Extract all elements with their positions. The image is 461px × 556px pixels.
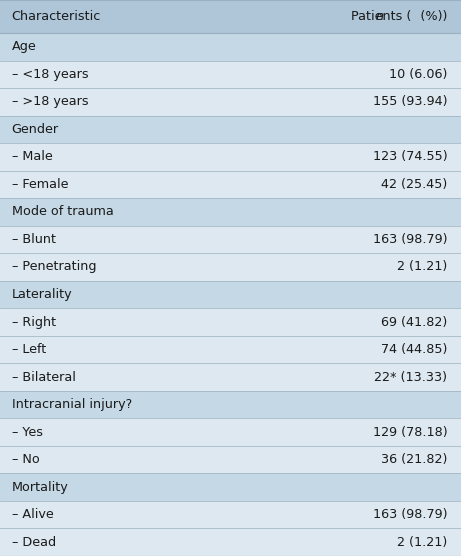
Text: Gender: Gender: [12, 123, 59, 136]
Text: 123 (74.55): 123 (74.55): [372, 150, 447, 163]
Text: – Yes: – Yes: [12, 426, 42, 439]
Bar: [0, 336, 461, 363]
Text: – >18 years: – >18 years: [12, 95, 88, 108]
Text: – Right: – Right: [12, 316, 56, 329]
Text: 155 (93.94): 155 (93.94): [372, 95, 447, 108]
Text: – Dead: – Dead: [12, 536, 56, 549]
Text: Age: Age: [12, 40, 36, 53]
Text: – No: – No: [12, 453, 39, 466]
Text: Intracranial injury?: Intracranial injury?: [12, 398, 132, 411]
Bar: [0, 253, 461, 281]
Text: – Bilateral: – Bilateral: [12, 371, 76, 384]
Text: – Alive: – Alive: [12, 508, 53, 521]
Bar: [0, 143, 461, 171]
Text: 129 (78.18): 129 (78.18): [372, 426, 447, 439]
Text: – Blunt: – Blunt: [12, 233, 55, 246]
Text: 2 (1.21): 2 (1.21): [397, 261, 447, 274]
Bar: [0, 0, 461, 33]
Text: 2 (1.21): 2 (1.21): [397, 536, 447, 549]
Text: 22* (13.33): 22* (13.33): [374, 371, 447, 384]
Text: 10 (6.06): 10 (6.06): [389, 68, 447, 81]
Bar: [0, 391, 461, 418]
Text: – Penetrating: – Penetrating: [12, 261, 96, 274]
Text: – Left: – Left: [12, 343, 46, 356]
Bar: [0, 88, 461, 116]
Text: Mode of trauma: Mode of trauma: [12, 205, 113, 219]
Text: 42 (25.45): 42 (25.45): [381, 178, 447, 191]
Bar: [0, 501, 461, 528]
Bar: [0, 171, 461, 198]
Bar: [0, 33, 461, 61]
Text: 74 (44.85): 74 (44.85): [381, 343, 447, 356]
Text: – Male: – Male: [12, 150, 52, 163]
Bar: [0, 281, 461, 308]
Text: Mortality: Mortality: [12, 481, 68, 494]
Text: n: n: [376, 10, 384, 23]
Bar: [0, 116, 461, 143]
Bar: [0, 418, 461, 446]
Bar: [0, 473, 461, 501]
Text: Patients (   (%)): Patients ( (%)): [351, 10, 447, 23]
Bar: [0, 363, 461, 391]
Text: – Female: – Female: [12, 178, 68, 191]
Text: 36 (21.82): 36 (21.82): [381, 453, 447, 466]
Text: 163 (98.79): 163 (98.79): [372, 508, 447, 521]
Text: 69 (41.82): 69 (41.82): [381, 316, 447, 329]
Bar: [0, 528, 461, 556]
Bar: [0, 226, 461, 253]
Bar: [0, 198, 461, 226]
Bar: [0, 308, 461, 336]
Bar: [0, 61, 461, 88]
Text: Laterality: Laterality: [12, 288, 72, 301]
Text: – <18 years: – <18 years: [12, 68, 88, 81]
Text: Characteristic: Characteristic: [12, 10, 101, 23]
Text: 163 (98.79): 163 (98.79): [372, 233, 447, 246]
Bar: [0, 446, 461, 473]
